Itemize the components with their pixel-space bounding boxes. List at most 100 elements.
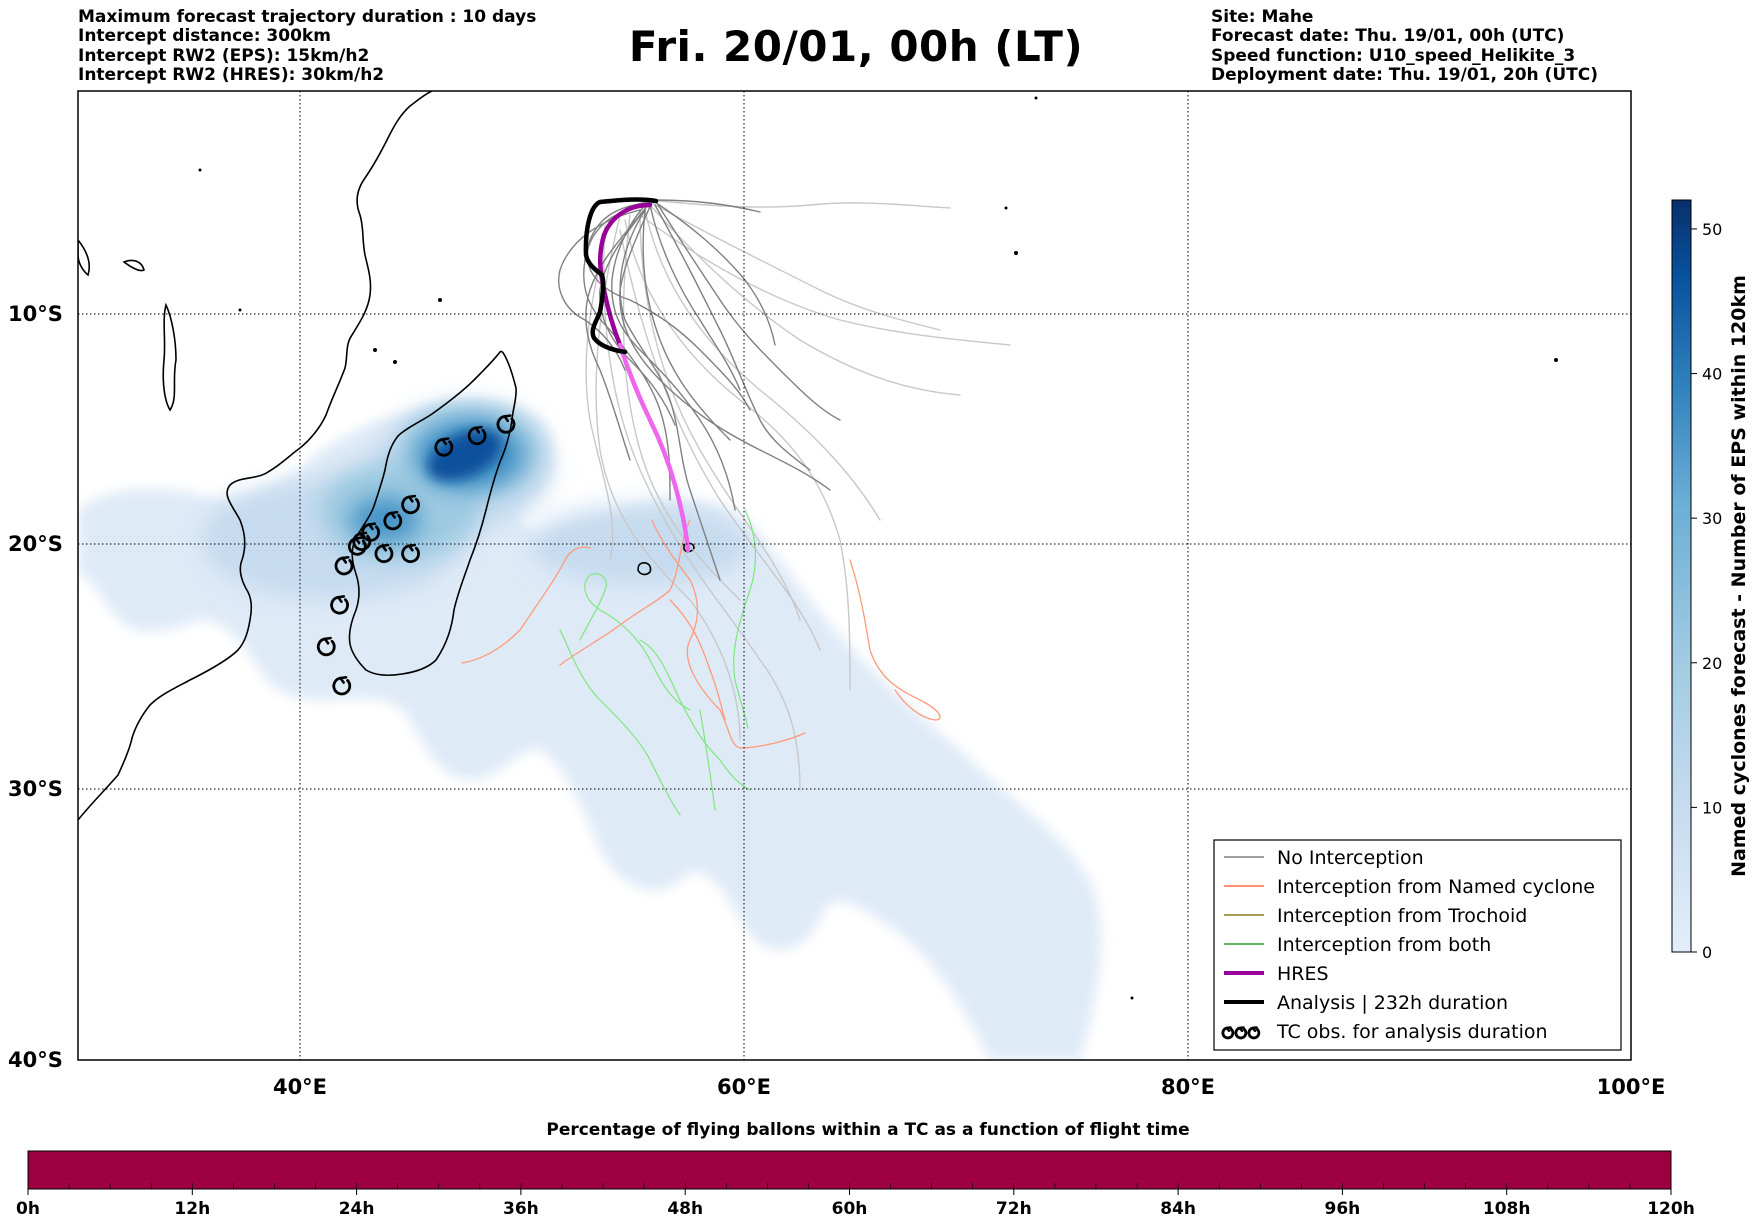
legend-label-tc-obs: TC obs. for analysis duration: [1276, 1021, 1548, 1043]
trajectory-no-interception: [558, 209, 641, 371]
island-coastline: [162, 302, 177, 412]
colorbar-bottom-tick-label: 72h: [996, 1199, 1032, 1219]
trajectory-no-interception: [599, 204, 676, 426]
density-region-east: [958, 817, 1053, 982]
islet: [393, 360, 397, 364]
legend-label-trochoid: Interception from Trochoid: [1277, 905, 1527, 927]
islet: [238, 308, 242, 312]
header-left-line: Intercept RW2 (HRES): 30km/h2: [78, 64, 385, 85]
colorbar-right-tick-label: 40: [1702, 365, 1722, 384]
lat-axis-labels: 10°S 20°S 30°S 40°S: [8, 302, 63, 1072]
island-coastline: [122, 259, 145, 272]
trajectory-no-interception: [624, 219, 851, 691]
tc-observation-symbol: [352, 531, 372, 551]
tc-observation-symbol: [347, 536, 367, 556]
colorbar-bottom: Percentage of flying ballons within a TC…: [16, 1120, 1695, 1219]
trajectory-no-interception: [654, 199, 761, 213]
colorbar-bottom-tick-label: 0h: [16, 1199, 40, 1219]
trajectory-no-interception: [649, 199, 951, 209]
map-frame: [77, 90, 1632, 1061]
tc-density-field: [78, 401, 1101, 1060]
colorbar-bottom-tick-label: 120h: [1647, 1199, 1695, 1219]
tc-observation-symbol: [401, 494, 420, 515]
colorbar-right-tick-label: 30: [1702, 509, 1722, 528]
trajectory-no-interception: [585, 219, 614, 561]
colorbar-right-tick-label: 0: [1702, 943, 1712, 962]
tc-observation-symbol: [434, 437, 454, 457]
legend-label-named-cyclone: Interception from Named cyclone: [1277, 876, 1595, 898]
trajectory-named-cyclone: [849, 559, 941, 721]
lon-axis-labels: 40°E 60°E 80°E 100°E: [273, 1075, 1665, 1099]
trajectory-no-interception: [649, 201, 941, 331]
colorbar-bottom-tick-label: 108h: [1483, 1199, 1531, 1219]
africa-coastline: [78, 91, 433, 821]
trajectory-no-interception: [586, 201, 751, 411]
header-right-line: Forecast date: Thu. 19/01, 00h (UTC): [1211, 26, 1565, 47]
coastlines: [78, 91, 695, 821]
islet: [1554, 358, 1558, 362]
trajectories-no-interception: [558, 199, 841, 581]
trajectory-no-interception: [583, 204, 671, 501]
lon-label-100E: 100°E: [1597, 1075, 1666, 1099]
colorbar-right: 0 10 20 30 40 50 Named cyclones forecast - Nu…: [1671, 199, 1750, 962]
trajectory-both: [559, 629, 681, 816]
trajectory-no-interception: [651, 199, 776, 346]
analysis-track: [583, 197, 659, 355]
islet: [1034, 96, 1038, 100]
trajectory-no-interception: [619, 201, 831, 491]
lon-label-60E: 60°E: [717, 1075, 771, 1099]
tc-observation-symbol: [330, 595, 349, 615]
colorbar-bottom-tick-label: 96h: [1325, 1199, 1361, 1219]
tc-observation-symbol: [361, 522, 380, 542]
density-region-south-lobe: [743, 788, 810, 920]
lat-label-10S: 10°S: [8, 302, 63, 326]
trajectory-no-interception: [611, 199, 736, 511]
tc-observation-symbol: [332, 676, 352, 696]
trajectories-named-cyclone: [461, 519, 941, 749]
tc-observation-symbol: [316, 636, 336, 657]
lat-label-40S: 40°S: [8, 1048, 63, 1072]
trajectory-no-interception: [595, 214, 741, 741]
tc-observation-symbol: [467, 425, 487, 446]
islet: [438, 298, 442, 302]
islet: [1004, 206, 1008, 210]
legend: No Interception Interception from Named …: [1213, 839, 1622, 1051]
colorbar-bottom-title: Percentage of flying ballons within a TC…: [546, 1120, 1189, 1140]
map-area: [78, 91, 1558, 1060]
header-left-line: Intercept distance: 300km: [78, 26, 331, 47]
tc-observation-symbol: [334, 555, 354, 576]
trajectory-no-interception: [585, 204, 649, 461]
lon-label-40E: 40°E: [273, 1075, 327, 1099]
tc-observation-symbols: [316, 414, 516, 696]
lat-label-20S: 20°S: [8, 532, 63, 556]
header-left-line: Maximum forecast trajectory duration : 1…: [78, 7, 537, 27]
header-info-left: Maximum forecast trajectory duration : 1…: [78, 7, 537, 85]
colorbar-bottom-ticks: 0h 12h 24h 36h 48h 60h 72h 84h 96h 108h 120h: [16, 1183, 1695, 1219]
colorbar-bottom-tick-label: 12h: [174, 1199, 210, 1219]
lon-label-80E: 80°E: [1161, 1075, 1215, 1099]
legend-box: [1213, 839, 1622, 1051]
trajectory-no-interception: [654, 204, 811, 471]
colorbar-right-bar: [1671, 199, 1692, 953]
trajectory-no-interception: [619, 229, 821, 651]
colorbar-bottom-tick-label: 84h: [1160, 1199, 1196, 1219]
colorbar-right-tick-label: 50: [1702, 220, 1722, 239]
island-coastline: [78, 238, 91, 277]
trajectory-no-interception: [639, 209, 801, 621]
colorbar-right-ticks: 0 10 20 30 40 50: [1691, 220, 1722, 962]
islet: [1014, 251, 1018, 255]
lat-label-30S: 30°S: [8, 777, 63, 801]
trajectory-no-interception: [649, 204, 961, 396]
legend-tc-symbol: [1234, 1026, 1248, 1040]
colorbar-right-tick-label: 10: [1702, 798, 1722, 817]
trajectory-both: [579, 573, 691, 711]
islet: [373, 348, 377, 352]
hres-track-early: [598, 202, 653, 348]
islet: [198, 168, 202, 172]
tc-observation-symbol: [401, 543, 420, 564]
trajectory-both: [699, 709, 716, 811]
trajectories: [461, 199, 1011, 816]
islet: [1130, 996, 1134, 1000]
trajectory-both: [639, 639, 751, 791]
